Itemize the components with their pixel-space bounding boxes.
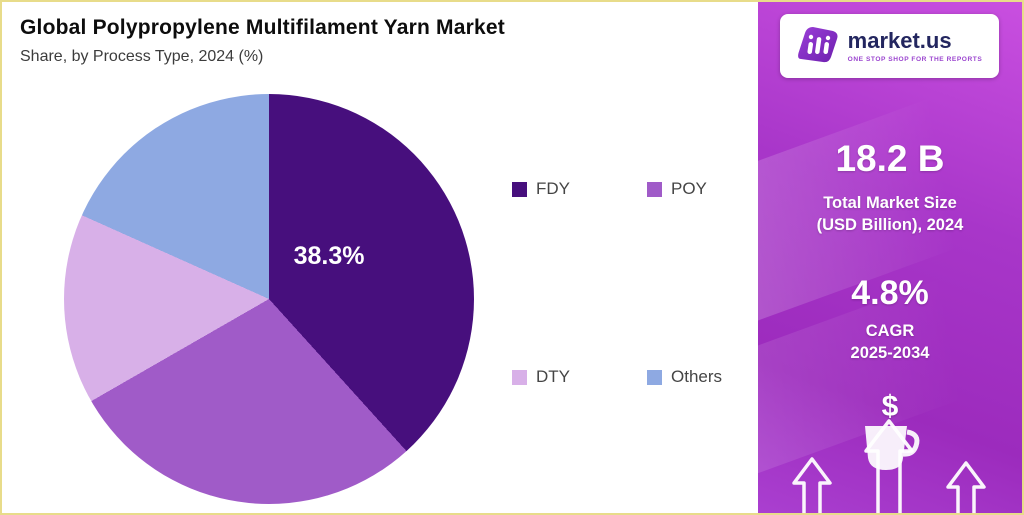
market-size-value: 18.2 B [835, 138, 945, 179]
market-size-label-line2: (USD Billion), 2024 [816, 216, 964, 235]
logo-text: market.us [847, 27, 952, 53]
pie-chart: 38.3% [64, 94, 474, 504]
page-subtitle: Share, by Process Type, 2024 (%) [20, 48, 264, 65]
legend-item-others: Others [647, 367, 722, 387]
brand-sidebar: market.us ONE STOP SHOP FOR THE REPORTS … [758, 2, 1022, 513]
legend-swatch-others [647, 369, 662, 385]
chart-panel: Global Polypropylene Multifilament Yarn … [2, 2, 762, 513]
pie-slice-label: 38.3% [293, 241, 365, 270]
dollar-symbol: $ [881, 390, 899, 423]
legend-swatch-fdy [512, 181, 527, 197]
legend-item-dty: DTY [512, 367, 570, 387]
cagr-label: CAGR 2025-2034 [758, 320, 1022, 365]
marketus-logo-icon [797, 25, 839, 68]
legend-label-others: Others [671, 367, 723, 386]
cagr-label-line1: CAGR [865, 322, 915, 340]
logo-card: market.us ONE STOP SHOP FOR THE REPORTS [780, 14, 999, 78]
market-size-label: Total Market Size (USD Billion), 2024 [758, 192, 1022, 237]
logo-tagline: ONE STOP SHOP FOR THE REPORTS [847, 55, 983, 63]
cagr-value: 4.8% [851, 274, 929, 312]
page-title: Global Polypropylene Multifilament Yarn … [20, 16, 505, 39]
legend-label-dty: DTY [536, 367, 570, 386]
legend-swatch-dty [512, 369, 527, 385]
legend-item-poy: POY [647, 179, 707, 199]
cagr-label-line2: 2025-2034 [850, 344, 930, 363]
legend-label-poy: POY [671, 179, 707, 198]
legend-item-fdy: FDY [512, 179, 570, 199]
market-size-label-line1: Total Market Size [823, 194, 957, 212]
legend-label-fdy: FDY [536, 179, 570, 198]
legend-swatch-poy [647, 181, 662, 197]
growth-arrows-icon [792, 419, 986, 513]
